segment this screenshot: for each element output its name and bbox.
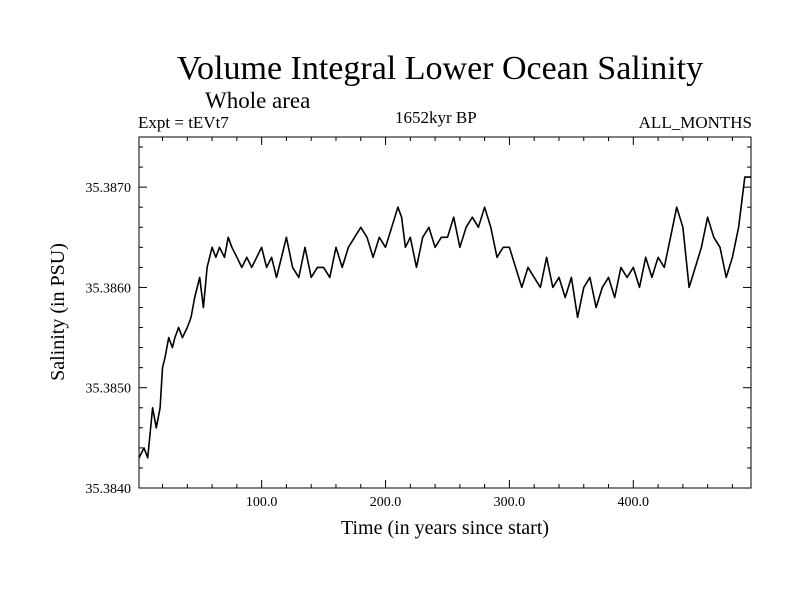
x-tick-label: 300.0 (494, 495, 526, 510)
y-tick-label: 35.3850 (86, 382, 132, 397)
experiment-label: Expt = tEVt7 (138, 113, 229, 132)
x-tick-label: 200.0 (370, 495, 402, 510)
y-tick-label: 35.3860 (86, 281, 132, 296)
chart-subtitle: Whole area (205, 88, 311, 113)
axis-ticks (139, 137, 751, 488)
months-label: ALL_MONTHS (638, 113, 752, 132)
x-axis-label: Time (in years since start) (341, 517, 549, 539)
plot-frame (138, 136, 752, 489)
series-layer (138, 176, 751, 459)
chart-title: Volume Integral Lower Ocean Salinity (176, 50, 704, 87)
period-label: 1652kyr BP (395, 108, 477, 127)
salinity-series-line (138, 176, 751, 459)
y-tick-label: 35.3870 (86, 181, 132, 196)
axis-tick-labels: 100.0 200.0 300.0 400.0 35.3840 35.3850 35.386… (86, 181, 650, 510)
x-tick-label: 400.0 (618, 495, 650, 510)
y-axis-label: Salinity (in PSU) (47, 243, 69, 381)
y-tick-label: 35.3840 (86, 482, 132, 497)
x-tick-label: 100.0 (246, 495, 278, 510)
